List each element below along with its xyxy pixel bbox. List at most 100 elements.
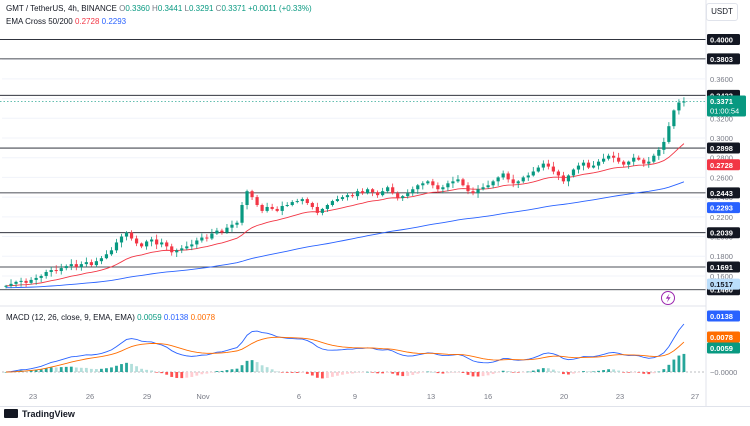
macd-histogram-bar (235, 368, 239, 372)
candle-body (300, 199, 304, 202)
candle-body (486, 185, 490, 188)
macd-histogram-bar (672, 359, 676, 372)
macd-histogram-bar (667, 364, 671, 372)
macd-histogram-bar (341, 372, 344, 375)
candle-body (124, 232, 129, 237)
candle-body (566, 175, 571, 182)
macd-histogram-bar (270, 369, 274, 372)
macd-histogram-bar (29, 370, 33, 372)
ema-fast-line (5, 143, 685, 287)
macd-histogram-bar (682, 353, 686, 372)
candle-body (260, 205, 264, 211)
macd-histogram-bar (381, 372, 385, 374)
macd-histogram-bar (280, 372, 284, 373)
candle-body (74, 264, 78, 268)
macd-histogram-bar (170, 372, 174, 377)
close-key: C (215, 4, 222, 13)
macd-histogram-bar (39, 369, 43, 372)
macd-histogram-bar (531, 370, 535, 372)
candle-body (456, 179, 460, 182)
macd-histogram-bar (567, 372, 570, 375)
macd-value-tag-bg (707, 310, 740, 322)
macd-histogram-bar (115, 365, 118, 372)
candle-body (652, 155, 656, 162)
macd-histogram-bar (356, 372, 359, 373)
tradingview-logo[interactable]: TradingView (4, 409, 75, 419)
macd-histogram-bar (346, 372, 349, 374)
candle-body (270, 206, 274, 209)
macd-histogram-bar (592, 371, 595, 373)
current-price-tag-bg (707, 95, 746, 117)
macd-histogram-bar (386, 372, 390, 373)
candle-body (607, 155, 611, 159)
candle-body (416, 185, 420, 190)
macd-histogram-bar (366, 371, 369, 373)
price-tick-label: 0.2800 (710, 154, 733, 163)
macd-histogram-bar (250, 360, 254, 372)
candle-body (476, 189, 480, 194)
time-tick-label: 16 (484, 392, 492, 401)
open-value: 0.3360 (125, 4, 150, 13)
candle-body (556, 171, 560, 176)
candle-body (526, 175, 530, 178)
macd-histogram-bar (481, 372, 485, 377)
macd-histogram-bar (320, 372, 324, 379)
candle-body (29, 279, 33, 283)
macd-histogram-bar (361, 372, 364, 373)
macd-histogram-bar (516, 372, 520, 373)
ema-slow-start-tag-bg (707, 278, 740, 290)
macd-histogram-bar (471, 372, 475, 377)
symbol-legend: GMT / TetherUS, 4h, BINANCE O0.3360 H0.3… (6, 4, 312, 13)
macd-histogram-bar (506, 371, 510, 372)
macd-histogram-bar (612, 369, 616, 372)
lightning-icon[interactable] (661, 291, 675, 305)
macd-histogram-bar (74, 367, 78, 372)
currency-button[interactable]: USDT (706, 3, 738, 21)
candle-body (426, 181, 430, 184)
macd-histogram-bar (546, 368, 550, 372)
candle-body (49, 270, 53, 273)
macd-histogram-bar (315, 372, 319, 378)
candle-body (461, 179, 465, 186)
macd-histogram-bar (426, 371, 430, 373)
macd-value-tag-bg (707, 342, 740, 354)
macd-histogram-bar (391, 372, 395, 374)
macd-histogram-bar (290, 372, 294, 373)
candle-body (411, 189, 415, 194)
candle-body (536, 167, 540, 172)
candle-body (165, 242, 169, 247)
time-tick-label: Nov (196, 392, 210, 401)
macd-histogram-bar (94, 369, 98, 372)
bar-countdown: 01:00:54 (710, 106, 739, 115)
macd-histogram-bar (185, 372, 189, 378)
time-axis[interactable]: 23 26 29 Nov 6 9 13 16 20 23 27 (29, 392, 699, 401)
candle-body (601, 158, 606, 162)
candle-body (561, 175, 566, 182)
time-tick-label: 13 (427, 392, 435, 401)
macd-histogram-bar (411, 372, 415, 375)
candle-body (345, 195, 350, 198)
candle-body (89, 262, 93, 266)
macd-histogram-bar (486, 372, 490, 376)
price-tick-label: 0.3200 (710, 114, 733, 123)
ema-slow-tag: 0.2293 (710, 204, 733, 213)
macd-histogram-bar (351, 372, 354, 374)
macd-histogram-bar (602, 370, 605, 372)
candle-body (381, 191, 385, 196)
macd-histogram-bar (662, 369, 666, 372)
macd-histogram-bar (255, 362, 259, 372)
candle-body (190, 244, 194, 247)
candle-body (401, 196, 405, 199)
candle-body (119, 236, 124, 243)
candle-body (682, 101, 686, 103)
price-tick-label: 0.3000 (710, 134, 733, 143)
macd-histogram-bar (541, 368, 545, 372)
candle-body (19, 280, 23, 282)
candle-body (9, 283, 13, 286)
macd-histogram-bar (526, 371, 530, 373)
price-tick-label: 0.2600 (710, 173, 733, 182)
ema-legend: EMA Cross 50/200 0.2728 0.2293 (6, 17, 126, 26)
candle-body (672, 110, 676, 127)
candle-body (4, 285, 8, 287)
